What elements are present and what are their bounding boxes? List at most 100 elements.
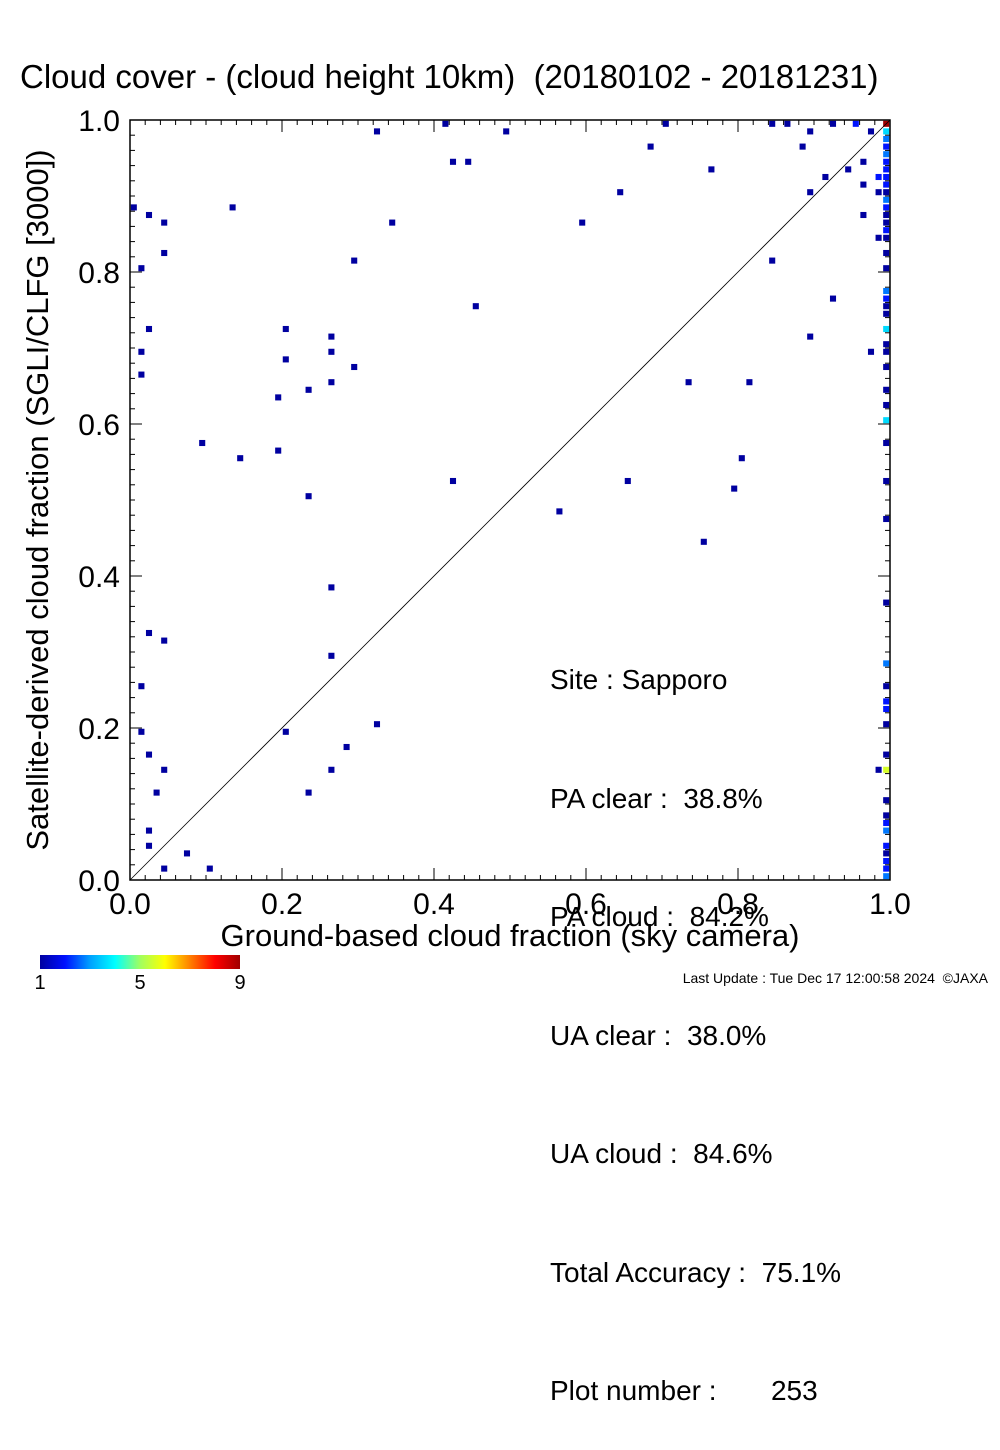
data-cell [883, 386, 890, 393]
x-axis-label: Ground-based cloud fraction (sky camera) [220, 918, 800, 953]
data-cell [206, 865, 213, 872]
data-cell [807, 333, 814, 340]
data-cell [875, 234, 882, 241]
data-cell [845, 166, 852, 173]
data-cell [883, 204, 890, 211]
data-cell [883, 683, 890, 690]
data-cell [883, 181, 890, 188]
data-cell [860, 158, 867, 165]
x-tick-label: 0.4 [413, 888, 455, 921]
y-tick-label: 0.0 [78, 865, 120, 898]
data-cell [883, 819, 890, 827]
data-cell [883, 439, 890, 447]
data-cell [883, 227, 890, 234]
data-cell [138, 265, 145, 272]
data-cell [624, 477, 631, 485]
data-cell [145, 629, 153, 637]
data-cell [351, 257, 358, 264]
data-cell [807, 128, 814, 135]
data-cell [883, 873, 890, 880]
data-cell [829, 295, 837, 302]
data-cell [883, 341, 890, 348]
data-cell [275, 394, 282, 401]
data-cell [328, 584, 335, 591]
data-cell [883, 325, 890, 333]
data-cell [883, 265, 890, 272]
data-cell [883, 303, 890, 310]
data-cell [343, 743, 350, 751]
colorbar [40, 955, 240, 969]
data-cell [883, 196, 890, 203]
data-cell [883, 477, 890, 485]
data-cell [883, 295, 890, 302]
data-cell [183, 850, 191, 857]
data-cell [161, 766, 168, 773]
data-cell [138, 728, 145, 735]
stat-total-accuracy: Total Accuracy : 75.1% [550, 1256, 842, 1288]
stat-ua-cloud: UA cloud : 84.6% [550, 1138, 773, 1169]
data-cell [784, 120, 791, 127]
data-cell [829, 120, 837, 127]
colorbar-label-min: 1 [34, 972, 46, 994]
data-cell [305, 789, 312, 796]
y-tick-label: 0.4 [78, 561, 120, 594]
data-cell [138, 348, 145, 355]
data-cell [822, 173, 829, 181]
data-cell [685, 379, 692, 386]
data-cell [449, 477, 457, 485]
reference-line [129, 119, 891, 881]
x-tick-label: 0.8 [717, 888, 759, 921]
data-cell [145, 325, 153, 333]
data-cell [579, 219, 586, 226]
x-tick-label: 0.0 [109, 888, 151, 921]
data-cell [708, 166, 715, 173]
data-cell [305, 386, 312, 393]
data-cell [883, 660, 890, 667]
data-cell [237, 455, 244, 462]
data-cell [799, 143, 806, 150]
stat-plot-number: Plot number : 253 [550, 1375, 818, 1406]
chart-title: Cloud cover - (cloud height 10km) (20180… [20, 58, 879, 95]
data-cell [883, 234, 890, 241]
data-cell [883, 827, 890, 834]
y-tick-label: 0.2 [78, 713, 120, 746]
data-cell [883, 128, 890, 135]
data-cell [328, 348, 335, 355]
data-cell [883, 401, 890, 409]
data-cell [145, 211, 153, 219]
data-cell [153, 789, 160, 796]
data-cell [769, 120, 776, 127]
data-cell [883, 158, 890, 165]
stat-site: Site : Sapporo [550, 664, 728, 695]
data-cell [161, 637, 168, 644]
data-cell [700, 538, 707, 545]
data-cell [875, 189, 882, 196]
data-cell [328, 766, 335, 773]
y-tick-label: 1.0 [78, 105, 120, 138]
data-cell [883, 599, 890, 606]
data-cell [883, 515, 890, 523]
data-cell [145, 827, 153, 834]
colorbar-label-max: 9 [234, 972, 246, 994]
data-cell [746, 379, 753, 386]
data-cell [449, 158, 457, 165]
data-cell [199, 439, 206, 447]
data-cell [883, 166, 890, 173]
data-cell [161, 219, 168, 226]
data-cell [282, 325, 289, 333]
data-cell [860, 181, 867, 188]
data-cell [647, 143, 654, 150]
data-cell [883, 865, 890, 872]
last-update-footer: Last Update : Tue Dec 17 12:00:58 2024 ©… [682, 970, 988, 986]
data-cell [130, 204, 137, 211]
data-cell [145, 842, 153, 849]
data-cell [883, 842, 890, 849]
data-cell [883, 721, 890, 728]
data-cell [731, 485, 738, 492]
data-cell [465, 158, 472, 165]
data-cell [883, 143, 890, 150]
data-cell [883, 766, 890, 773]
data-cell [883, 219, 890, 226]
y-tick-label: 0.6 [78, 409, 120, 442]
data-cell [883, 348, 890, 355]
